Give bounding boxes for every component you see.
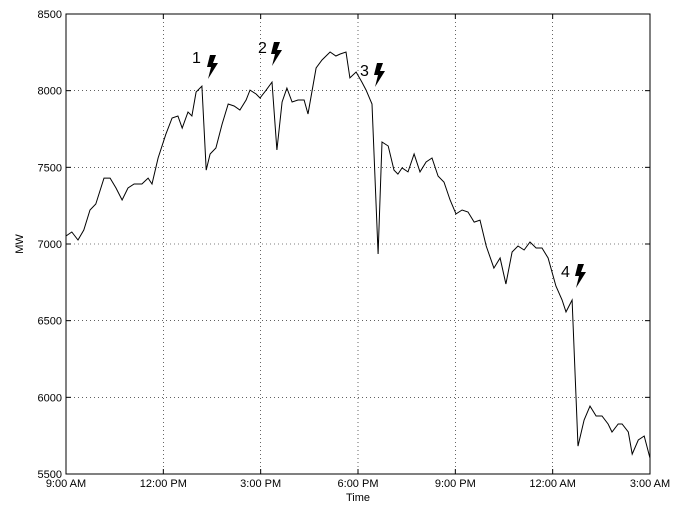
- lightning-icon: [207, 55, 218, 79]
- annotation: 2: [258, 40, 267, 57]
- plot-frame: [65, 13, 651, 475]
- y-tick-label: 8500: [38, 9, 62, 21]
- x-tick-label: 12:00 AM: [529, 478, 575, 490]
- lightning-icon: [271, 42, 282, 66]
- annotations: 1 2 3 4: [192, 40, 586, 288]
- y-axis-label: MW: [14, 234, 26, 254]
- lightning-icon: [374, 63, 385, 87]
- x-axis-label: Time: [346, 492, 370, 504]
- y-tick-label: 6500: [38, 316, 62, 328]
- annotation: 4: [561, 264, 570, 281]
- x-tick-label: 12:00 PM: [140, 478, 187, 490]
- y-tick-label: 7000: [38, 239, 62, 251]
- x-tick-label: 9:00 PM: [435, 478, 476, 490]
- y-tick-label: 6000: [38, 392, 62, 404]
- y-tick-label: 8000: [38, 86, 62, 98]
- x-tick-label: 6:00 PM: [338, 478, 379, 490]
- annotation: 1: [192, 50, 201, 67]
- data-line: [65, 51, 651, 459]
- annotation: 3: [360, 63, 369, 80]
- y-tick-label: 7500: [38, 162, 62, 174]
- lightning-icon: [575, 264, 586, 288]
- x-tick-label: 3:00 AM: [630, 478, 670, 490]
- y-tick-label: 5500: [38, 469, 62, 481]
- x-tick-label: 9:00 AM: [46, 478, 86, 490]
- x-tick-label: 3:00 PM: [240, 478, 281, 490]
